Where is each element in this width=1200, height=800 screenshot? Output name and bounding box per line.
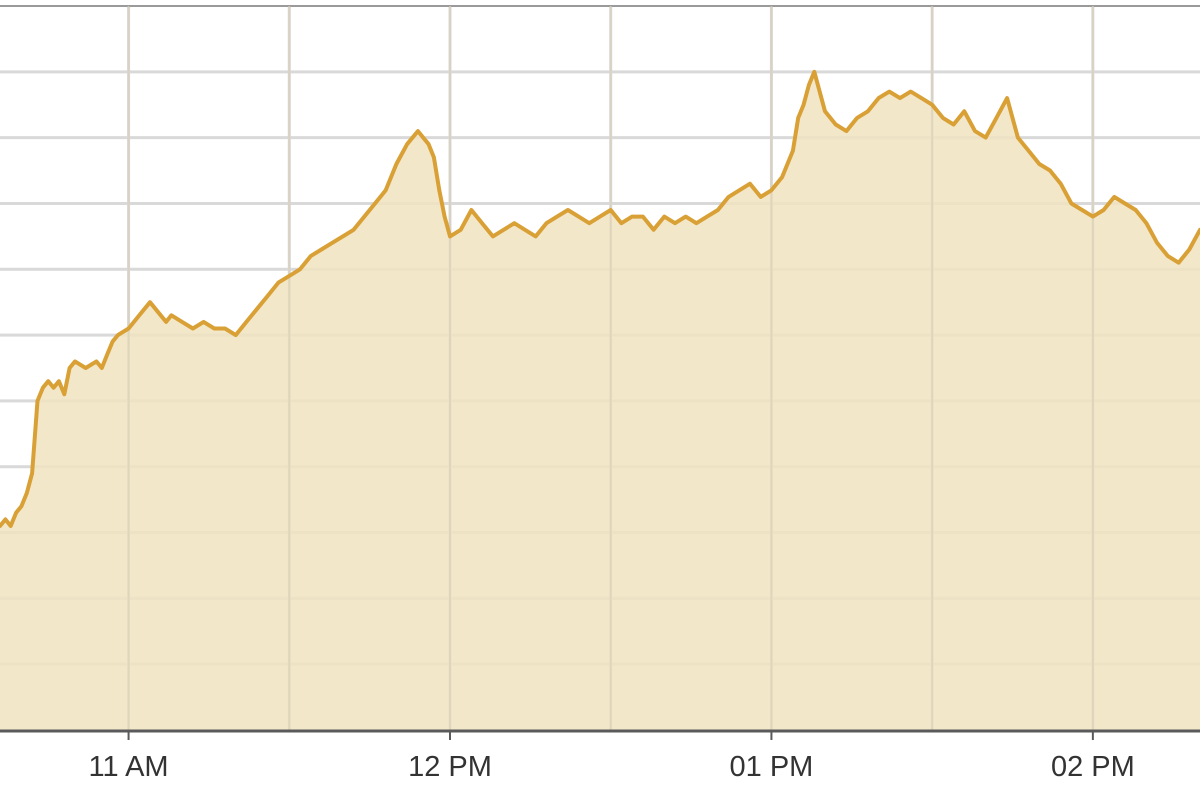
x-tick-label: 01 PM <box>730 751 814 783</box>
axis-layer <box>0 729 1200 740</box>
x-tick-labels: 11 AM 12 PM 01 PM 02 PM <box>89 751 1135 783</box>
x-tick-label: 11 AM <box>89 751 169 783</box>
x-tick-label: 02 PM <box>1051 751 1135 783</box>
series-area-fill <box>0 71 1200 731</box>
series-line <box>0 69 1200 528</box>
x-tick-label: 12 PM <box>408 751 492 783</box>
area-layer <box>0 6 1200 731</box>
